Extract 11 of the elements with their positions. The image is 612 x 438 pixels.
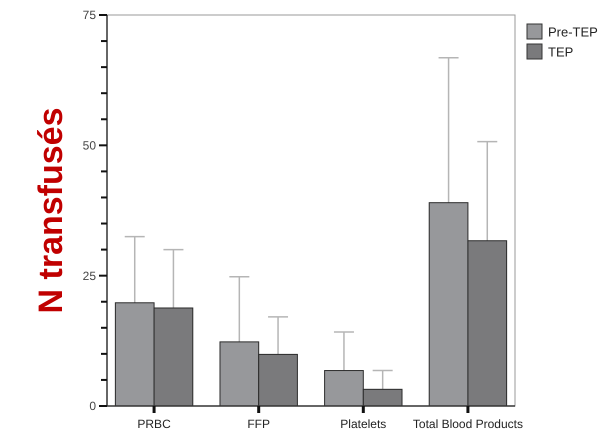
x-tick-label: FFP	[247, 417, 270, 431]
y-axis-title: N transfusés	[32, 108, 70, 314]
x-tick-label: Platelets	[340, 417, 386, 431]
legend-label: Pre-TEP	[548, 24, 598, 40]
x-tick-label: PRBC	[137, 417, 172, 431]
y-tick-label: 0	[89, 399, 96, 414]
y-tick-label: 50	[82, 138, 96, 153]
y-tick-label: 25	[82, 268, 96, 283]
legend-label: TEP	[548, 44, 574, 60]
x-tick-label: Total Blood Products	[412, 417, 523, 431]
y-tick-label: 75	[82, 8, 96, 22]
